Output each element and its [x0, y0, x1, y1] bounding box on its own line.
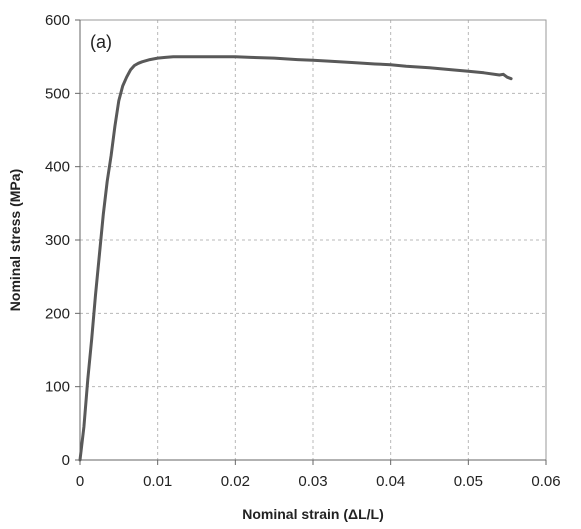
axes: [75, 19, 547, 465]
panel-label: (a): [90, 32, 112, 52]
y-tick-label: 200: [45, 305, 70, 322]
x-tick-label: 0.02: [221, 473, 250, 490]
x-tick-label: 0.03: [298, 473, 327, 490]
x-tick-label: 0.05: [454, 473, 483, 490]
x-tick-label: 0: [76, 473, 84, 490]
y-tick-label: 500: [45, 85, 70, 102]
x-tick-labels: 0 0.01 0.02 0.03 0.04 0.05 0.06: [76, 473, 561, 490]
y-tick-label: 600: [45, 12, 70, 29]
x-tick-label: 0.04: [376, 473, 405, 490]
series-line: [78, 55, 513, 462]
y-axis-title: Nominal stress (MPa): [7, 169, 23, 311]
series-layer: [78, 55, 513, 462]
gridlines: [80, 20, 546, 460]
y-tick-label: 0: [62, 452, 70, 469]
x-tick-label: 0.06: [531, 473, 560, 490]
y-tick-label: 400: [45, 159, 70, 176]
y-tick-label: 300: [45, 232, 70, 249]
x-tick-label: 0.01: [143, 473, 172, 490]
y-tick-label: 100: [45, 379, 70, 396]
x-axis-title: Nominal strain (ΔL/L): [242, 506, 384, 522]
y-tick-labels: 0 100 200 300 400 500 600: [45, 12, 70, 469]
